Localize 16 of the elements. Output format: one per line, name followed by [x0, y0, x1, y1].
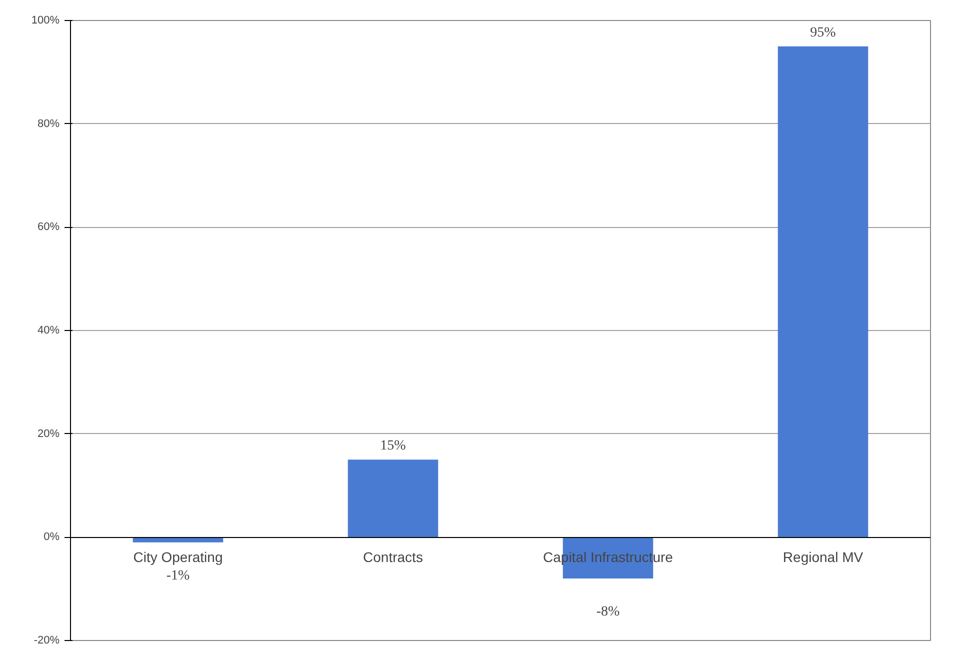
data-label: -1% — [166, 568, 190, 584]
data-label: 15% — [380, 438, 406, 454]
y-tick-label: -20% — [34, 634, 60, 646]
y-tick-label: 0% — [44, 531, 60, 544]
bar — [348, 460, 438, 538]
x-tick-label: Contracts — [363, 549, 423, 566]
data-label: 95% — [810, 25, 836, 40]
x-tick-label: Regional MV — [782, 549, 864, 566]
y-tick-label: 20% — [37, 428, 60, 440]
y-tick-label: 40% — [37, 324, 60, 336]
y-tick-label: 60% — [37, 221, 60, 234]
x-tick-label: City Operating — [133, 549, 223, 566]
data-label: -8% — [596, 604, 620, 620]
y-tick-label: 100% — [31, 14, 60, 26]
bar — [778, 46, 868, 538]
y-tick-label: 80% — [37, 118, 60, 130]
